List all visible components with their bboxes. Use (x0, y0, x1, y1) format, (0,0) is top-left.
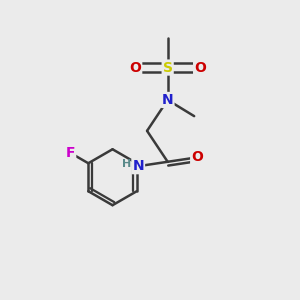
Text: S: S (163, 61, 173, 75)
Text: N: N (132, 159, 144, 173)
Text: H: H (122, 159, 132, 169)
Text: F: F (66, 146, 75, 160)
Text: N: N (162, 93, 173, 107)
Text: O: O (191, 150, 203, 164)
Text: O: O (129, 61, 141, 75)
Text: O: O (194, 61, 206, 75)
